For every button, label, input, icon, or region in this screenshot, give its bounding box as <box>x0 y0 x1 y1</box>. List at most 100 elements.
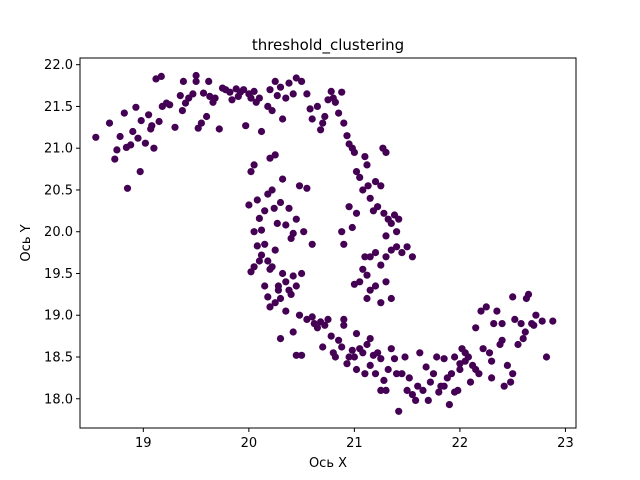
data-point <box>440 382 448 390</box>
data-point <box>348 223 356 232</box>
y-tick-label: 21.0 <box>44 142 73 157</box>
data-point <box>384 365 392 374</box>
data-point <box>538 317 546 325</box>
data-point <box>500 382 508 390</box>
data-point <box>264 257 272 265</box>
data-point <box>363 340 371 349</box>
data-point <box>298 77 306 85</box>
data-point <box>377 261 385 269</box>
data-point <box>521 328 529 336</box>
x-tick-label: 21 <box>346 436 363 451</box>
data-point <box>226 88 234 96</box>
data-point <box>532 311 540 319</box>
data-point <box>422 363 430 371</box>
data-point <box>408 391 416 399</box>
data-point <box>359 186 367 194</box>
data-point <box>205 77 213 85</box>
data-point <box>308 240 316 248</box>
data-point <box>123 184 132 192</box>
data-point <box>271 151 279 159</box>
data-point <box>300 228 308 236</box>
data-point <box>287 290 295 298</box>
data-point <box>364 182 372 190</box>
data-point <box>150 144 158 152</box>
data-point <box>145 111 153 119</box>
data-point <box>382 278 390 286</box>
data-point <box>257 251 266 259</box>
data-point <box>274 286 282 294</box>
data-point <box>255 94 263 102</box>
plot-area <box>92 71 557 415</box>
data-point <box>250 263 258 271</box>
data-point <box>380 376 388 384</box>
data-point <box>451 388 459 396</box>
data-point <box>380 209 388 217</box>
data-point <box>395 407 403 415</box>
data-point <box>282 307 290 315</box>
data-point <box>321 321 329 329</box>
data-point <box>285 204 293 212</box>
x-tick-label: 23 <box>557 436 574 451</box>
data-point <box>215 125 223 133</box>
data-point <box>270 204 278 212</box>
data-point <box>414 382 422 390</box>
data-point <box>359 265 367 273</box>
data-point <box>408 253 416 261</box>
data-point <box>387 246 395 254</box>
data-point <box>488 357 496 365</box>
data-point <box>352 365 361 374</box>
data-point <box>111 155 119 163</box>
data-point <box>285 79 293 87</box>
data-point <box>257 226 266 234</box>
data-point <box>519 335 527 343</box>
data-point <box>456 360 464 368</box>
x-axis: 19 20 21 22 23 <box>135 428 574 451</box>
data-point <box>324 315 332 323</box>
data-point <box>398 370 406 378</box>
data-point <box>433 353 441 361</box>
data-point <box>447 370 456 378</box>
y-tick-label: 21.5 <box>44 100 73 115</box>
data-point <box>542 353 551 361</box>
data-point <box>148 122 156 130</box>
data-point <box>306 105 314 113</box>
data-point <box>166 101 174 109</box>
data-point <box>282 278 290 286</box>
data-point <box>211 94 219 102</box>
data-point <box>276 335 285 343</box>
data-point <box>382 386 390 394</box>
data-point <box>179 77 187 85</box>
data-point <box>279 269 287 278</box>
data-point <box>289 272 297 280</box>
data-point <box>366 335 374 343</box>
data-point <box>424 396 432 404</box>
data-point <box>192 71 200 80</box>
data-point <box>338 228 346 236</box>
data-point <box>352 168 361 176</box>
data-point <box>292 282 300 290</box>
data-point <box>289 328 297 336</box>
data-point <box>295 182 304 190</box>
data-point <box>507 378 515 386</box>
data-point <box>363 271 371 279</box>
data-point <box>132 103 140 111</box>
data-point <box>503 361 511 369</box>
data-point <box>292 215 300 223</box>
data-point <box>317 126 325 134</box>
data-point <box>340 119 348 127</box>
data-point <box>395 215 403 223</box>
data-point <box>509 293 517 301</box>
data-point <box>356 173 364 181</box>
data-point <box>313 324 321 332</box>
x-tick-label: 22 <box>452 436 469 451</box>
data-point <box>247 168 255 176</box>
data-point <box>377 386 385 394</box>
data-point <box>416 349 424 357</box>
data-point <box>371 249 380 257</box>
data-point <box>338 343 346 351</box>
data-point <box>361 253 369 261</box>
data-point <box>176 92 184 100</box>
data-point <box>178 107 186 115</box>
